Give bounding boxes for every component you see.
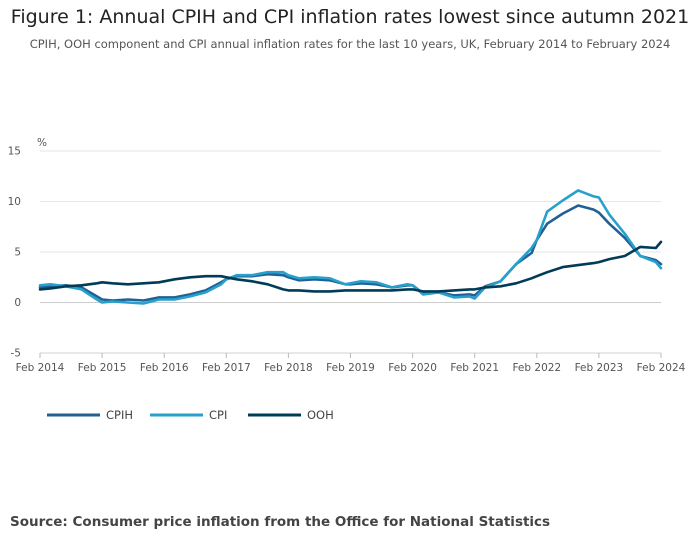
y-tick-label: 0 bbox=[14, 297, 21, 309]
legend: CPIH CPI OOH bbox=[47, 408, 334, 422]
y-tick-label: 10 bbox=[8, 196, 21, 208]
gridlines bbox=[40, 150, 661, 354]
series-line-cpih bbox=[38, 204, 663, 302]
legend-label-ooh: OOH bbox=[307, 408, 334, 422]
x-tick-label: Feb 2015 bbox=[78, 362, 127, 374]
y-axis-label: % bbox=[37, 137, 47, 149]
chart-subtitle: CPIH, OOH component and CPI annual infla… bbox=[29, 37, 671, 51]
x-tick-label: Feb 2014 bbox=[16, 362, 65, 374]
source-note: Source: Consumer price inflation from th… bbox=[10, 514, 551, 530]
x-tick-label: Feb 2017 bbox=[202, 362, 251, 374]
x-tick-label: Feb 2018 bbox=[264, 362, 313, 374]
y-tick-label: 15 bbox=[8, 146, 21, 158]
y-axis: 15 10 5 0 -5% bbox=[8, 137, 47, 360]
legend-label-cpi: CPI bbox=[209, 408, 227, 422]
series-line-cpi bbox=[38, 189, 663, 305]
y-tick-label: 5 bbox=[14, 247, 21, 259]
x-tick-label: Feb 2016 bbox=[140, 362, 189, 374]
x-tick-label: Feb 2019 bbox=[326, 362, 375, 374]
y-tick-label: -5 bbox=[11, 348, 21, 360]
x-tick-label: Feb 2022 bbox=[512, 362, 561, 374]
x-tick-label: Feb 2020 bbox=[388, 362, 437, 374]
chart-title: Figure 1: Annual CPIH and CPI inflation … bbox=[10, 6, 690, 28]
legend-label-cpih: CPIH bbox=[106, 408, 133, 422]
x-tick-label: Feb 2024 bbox=[637, 362, 686, 374]
series-lines bbox=[38, 189, 663, 305]
x-axis: Feb 2014 Feb 2015 Feb 2016 Feb 2017 Feb 2018… bbox=[16, 352, 686, 374]
series-line-ooh bbox=[38, 240, 663, 293]
x-tick-label: Feb 2021 bbox=[450, 362, 499, 374]
x-tick-label: Feb 2023 bbox=[575, 362, 624, 374]
